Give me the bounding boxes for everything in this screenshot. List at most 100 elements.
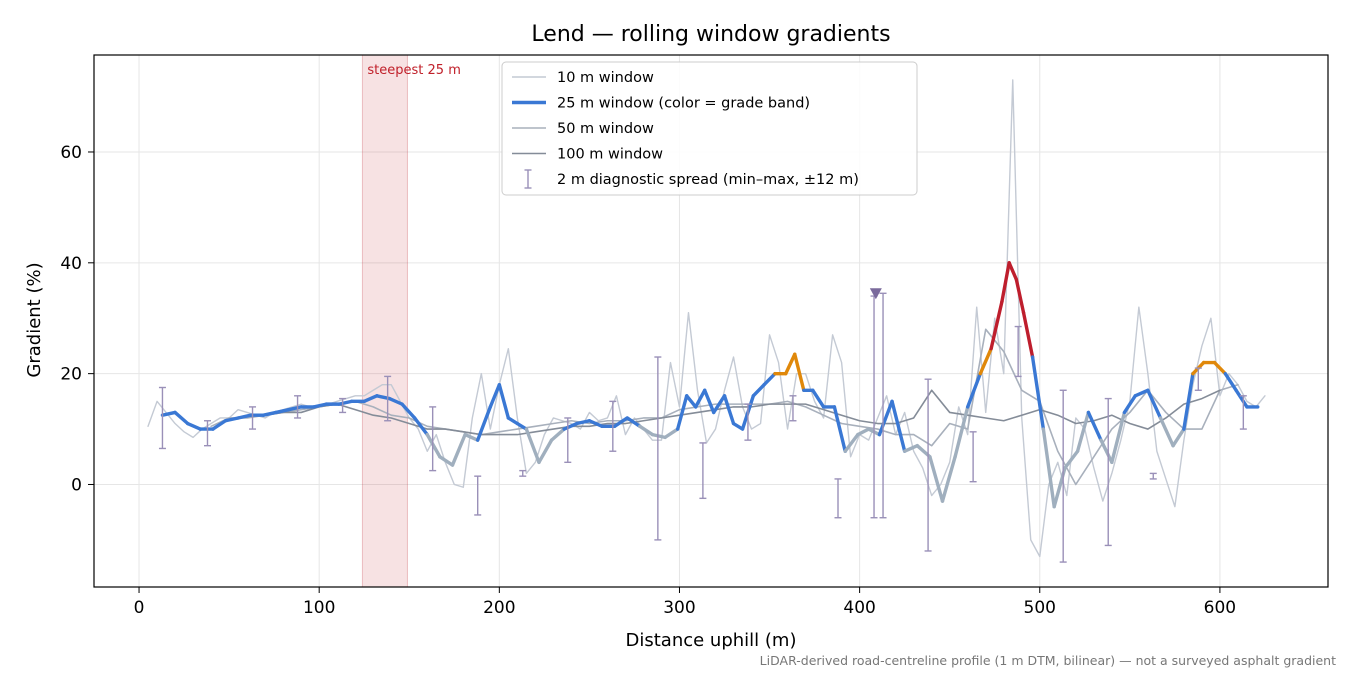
errorbar [969, 431, 977, 483]
series-segment-25m [160, 410, 177, 417]
series-segment-25m [362, 394, 379, 404]
legend-label: 50 m window [557, 121, 654, 137]
errorbar [249, 406, 257, 430]
series-segment-25m [463, 432, 480, 442]
errorbar [834, 478, 842, 519]
errorbar [474, 475, 482, 516]
series-segment-25m [856, 427, 871, 437]
series-segment-25m [438, 455, 455, 467]
series-segment-25m [1086, 410, 1103, 442]
steepest-band [361, 54, 408, 588]
series-segment-25m [400, 402, 417, 420]
series-segment-25m [1000, 261, 1011, 304]
series-segment-25m [515, 421, 529, 431]
steepest-label: steepest 25 m [367, 63, 460, 78]
series-segment-25m [928, 455, 945, 503]
errorbar [789, 395, 797, 422]
legend-item: 2 m diagnostic spread (min–max, ±12 m) [524, 169, 859, 189]
errorbar [1194, 367, 1202, 391]
series-segment-25m [1223, 371, 1238, 392]
series-segment-25m [793, 352, 806, 392]
legend-label: 25 m window (color = grade band) [557, 96, 810, 112]
errorbar [1014, 325, 1022, 378]
errorbar [294, 395, 302, 419]
errorbar [744, 403, 752, 441]
series-segment-25m [1110, 410, 1127, 465]
series-segment-25m [693, 388, 707, 409]
series-segment-25m [731, 421, 745, 431]
series-line-10m [147, 79, 1266, 558]
legend-label: 100 m window [557, 147, 663, 163]
series-segment-25m [784, 352, 797, 376]
legend-item: 100 m window [512, 147, 663, 163]
series-segment-25m [425, 432, 442, 459]
series-segment-25m [412, 416, 429, 437]
series-segment-25m [524, 427, 541, 465]
series-segment-25m [877, 399, 894, 437]
series-segment-25m [843, 432, 860, 453]
series-segment-25m [989, 299, 1004, 351]
series-segment-25m [684, 394, 698, 409]
series-segment-25m [712, 394, 727, 415]
series-segment-25m [1122, 394, 1137, 415]
series-segment-25m [953, 405, 970, 459]
x-tick-label: 300 [663, 598, 695, 618]
series-segment-25m [1099, 438, 1114, 465]
series-segment-25m [902, 443, 919, 453]
series-segment-25m [1014, 277, 1026, 315]
x-tick-label: 600 [1204, 598, 1236, 618]
y-axis-ticks: 0 20 40 60 [60, 143, 94, 495]
x-tick-label: 400 [843, 598, 875, 618]
marker-layer [869, 288, 882, 300]
series-segment-25m [625, 416, 642, 428]
legend-item: 50 m window [512, 121, 654, 137]
series-segment-25m [1007, 261, 1019, 282]
errorbar [429, 406, 437, 472]
errorbar [654, 356, 662, 541]
series-segment-25m [638, 424, 655, 437]
series-segment-25m [549, 427, 566, 442]
series-segment-25m [476, 405, 493, 442]
chart-title: Lend — rolling window gradients [531, 22, 890, 47]
series-segment-25m [312, 402, 329, 409]
series-segment-25m [387, 396, 404, 406]
series-segment-25m [223, 416, 240, 423]
series-segment-25m [185, 421, 202, 431]
legend-label: 2 m diagnostic spread (min–max, ±12 m) [557, 172, 859, 188]
x-tick-label: 100 [303, 598, 335, 618]
errorbar [564, 417, 572, 464]
series-segment-25m [1234, 388, 1249, 409]
series-segment-25m [1133, 388, 1150, 398]
series-segment-25m [1030, 355, 1046, 431]
series-segment-25m [1146, 388, 1163, 420]
series-segment-25m [751, 383, 766, 398]
series-segment-25m [173, 410, 190, 426]
series-segment-25m [236, 413, 253, 420]
legend-item: 25 m window (color = grade band) [512, 96, 810, 112]
series-segment-25m [450, 432, 467, 467]
errorbar-layer [158, 292, 1247, 563]
series-segment-25m [966, 371, 983, 409]
grid [94, 55, 1328, 587]
y-tick-label: 60 [60, 143, 82, 163]
errorbar [1059, 389, 1067, 563]
series-segment-25m [1041, 427, 1056, 509]
x-axis-ticks: 0 100 200 300 400 500 600 [134, 587, 1236, 618]
legend-box [501, 61, 918, 196]
steepest-highlight: steepest 25 m [361, 54, 461, 588]
series-segment-25m [650, 432, 667, 440]
series-segment-25m [890, 399, 907, 453]
series-segment-25m [1171, 427, 1186, 448]
series-segment-25m [978, 347, 993, 376]
series-segment-25m [675, 394, 689, 431]
series-segment-25m [1212, 360, 1228, 376]
series-segment-25m [1021, 310, 1035, 359]
series-segment-25m [575, 419, 592, 426]
errorbar [519, 469, 527, 477]
errorbar [699, 442, 707, 500]
legend-item: 10 m window [512, 70, 654, 86]
series-segment-25m [261, 410, 278, 417]
errorbar [1104, 397, 1112, 547]
footnote: LiDAR-derived road-centreline profile (1… [760, 653, 1336, 668]
